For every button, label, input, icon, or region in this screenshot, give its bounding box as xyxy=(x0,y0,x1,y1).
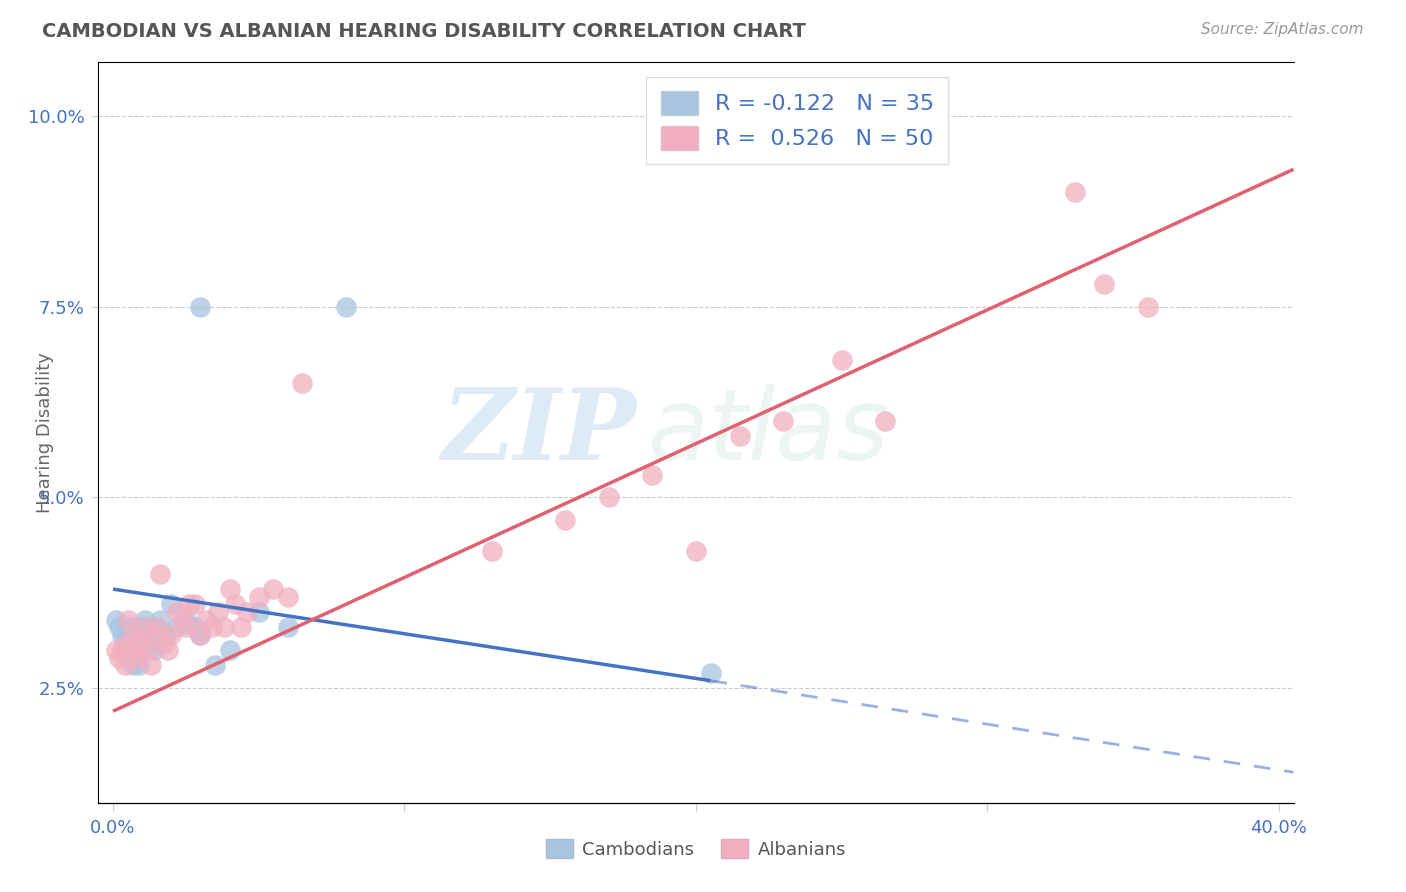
Point xyxy=(131,628,153,642)
Point xyxy=(262,582,284,596)
Point xyxy=(831,353,853,368)
Point xyxy=(166,620,188,634)
Point xyxy=(160,598,183,612)
Text: Hearing Disability: Hearing Disability xyxy=(35,352,53,513)
Point xyxy=(1092,277,1115,291)
Point xyxy=(155,628,177,642)
Point xyxy=(108,650,131,665)
Point xyxy=(236,605,259,619)
Point xyxy=(218,643,240,657)
Point xyxy=(172,613,194,627)
Point xyxy=(728,429,751,443)
Point xyxy=(190,628,212,642)
Point xyxy=(335,300,357,314)
Point xyxy=(212,620,235,634)
Text: atlas: atlas xyxy=(648,384,890,481)
Point xyxy=(111,643,134,657)
Point xyxy=(183,620,205,634)
Point xyxy=(125,620,148,634)
Text: Source: ZipAtlas.com: Source: ZipAtlas.com xyxy=(1201,22,1364,37)
Point xyxy=(108,620,131,634)
Point xyxy=(291,376,314,390)
Point xyxy=(114,635,136,649)
Text: CAMBODIAN VS ALBANIAN HEARING DISABILITY CORRELATION CHART: CAMBODIAN VS ALBANIAN HEARING DISABILITY… xyxy=(42,22,806,41)
Point xyxy=(149,613,172,627)
Point xyxy=(120,643,142,657)
Point xyxy=(122,658,145,673)
Point xyxy=(142,628,165,642)
Point xyxy=(104,643,127,657)
Point xyxy=(136,643,159,657)
Point xyxy=(120,643,142,657)
Point xyxy=(117,635,139,649)
Point xyxy=(190,300,212,314)
Point xyxy=(134,613,156,627)
Point xyxy=(1064,185,1087,199)
Point xyxy=(277,590,299,604)
Point xyxy=(122,628,145,642)
Point xyxy=(125,650,148,665)
Point xyxy=(598,491,620,505)
Point xyxy=(155,635,177,649)
Point xyxy=(247,590,270,604)
Point xyxy=(699,666,721,681)
Point xyxy=(125,650,148,665)
Point xyxy=(201,620,224,634)
Point xyxy=(114,658,136,673)
Point xyxy=(111,628,134,642)
Point xyxy=(160,628,183,642)
Point xyxy=(142,643,165,657)
Point xyxy=(149,566,172,581)
Point xyxy=(204,658,226,673)
Point xyxy=(231,620,253,634)
Point xyxy=(218,582,240,596)
Point xyxy=(166,605,188,619)
Point xyxy=(134,620,156,634)
Point xyxy=(247,605,270,619)
Text: ZIP: ZIP xyxy=(441,384,637,481)
Point xyxy=(131,635,153,649)
Point xyxy=(136,628,159,642)
Point xyxy=(104,613,127,627)
Legend: Cambodians, Albanians: Cambodians, Albanians xyxy=(537,830,855,868)
Point xyxy=(120,650,142,665)
Point xyxy=(481,544,503,558)
Point xyxy=(117,613,139,627)
Point xyxy=(685,544,707,558)
Point xyxy=(772,414,794,428)
Point xyxy=(128,643,150,657)
Point xyxy=(139,658,162,673)
Point xyxy=(139,635,162,649)
Point xyxy=(1136,300,1159,314)
Point xyxy=(190,628,212,642)
Point xyxy=(207,605,229,619)
Point xyxy=(131,620,153,634)
Point xyxy=(277,620,299,634)
Point xyxy=(554,513,576,527)
Point xyxy=(145,620,167,634)
Point xyxy=(157,643,180,657)
Point xyxy=(122,635,145,649)
Point xyxy=(174,620,197,634)
Point xyxy=(183,598,205,612)
Point xyxy=(875,414,897,428)
Point xyxy=(177,598,200,612)
Point xyxy=(128,658,150,673)
Point xyxy=(641,467,664,482)
Point xyxy=(145,620,167,634)
Point xyxy=(195,613,218,627)
Point xyxy=(117,643,139,657)
Point xyxy=(117,620,139,634)
Point xyxy=(174,613,197,627)
Point xyxy=(128,643,150,657)
Point xyxy=(224,598,246,612)
